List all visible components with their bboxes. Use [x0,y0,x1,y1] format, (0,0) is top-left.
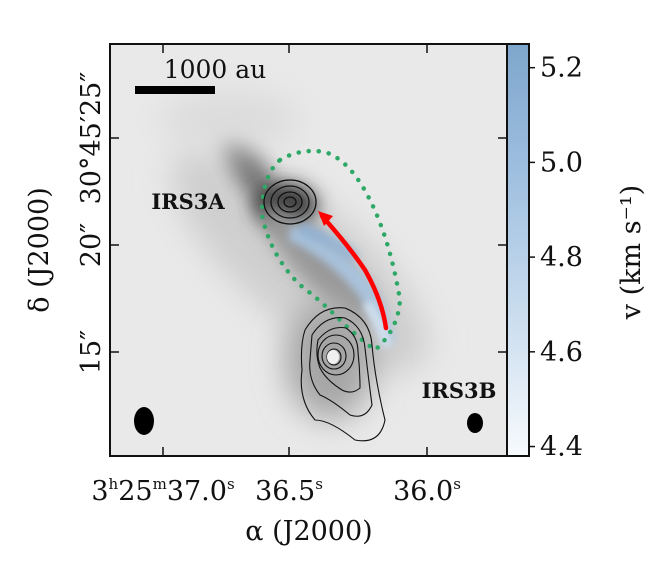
y-tick-label-2: 20″ [76,223,107,267]
colorbar-tick-label-1: 4.6 [540,337,583,368]
scale-bar [135,86,215,94]
velocity-streamer-high [300,222,360,262]
x-tick-label-3: 36.0s [393,475,461,507]
y-tick-label-1: 30°45′25″ [76,72,107,205]
colorbar-tick-label-0: 4.4 [540,432,583,463]
scalebar-label: 1000 au [164,55,267,84]
irs3a-contours [263,179,317,225]
colorbar-ticks: 4.4 4.6 4.8 5.0 5.2 [529,53,583,463]
colorbar-title: v (km s⁻¹) [616,185,647,320]
label-irs3b: IRS3B [422,378,497,403]
colorbar-tick-label-3: 5.0 [540,147,583,178]
irs3b-core [327,350,339,364]
colorbar-tick-label-4: 5.2 [540,53,583,84]
faint-emission [160,90,300,150]
x-axis-title: α (J2000) [245,516,372,547]
colorbar-tick-label-2: 4.8 [540,242,583,273]
y-axis-title: δ (J2000) [24,187,55,312]
x-tick-label-2: 36.5s [255,475,323,507]
x-tick-label-1: 3h25m37.0s [91,475,234,507]
label-irs3a: IRS3A [151,189,225,214]
map-image [110,44,507,456]
axis-ticks [110,44,507,456]
colorbar-frame [506,43,530,457]
y-tick-label-3: 15″ [76,330,107,374]
velocity-streamer-map [288,225,395,345]
beam-ellipse-left [134,407,154,435]
streamer-curve [319,213,389,331]
beam-ellipse-right [467,413,483,433]
streamer-arrowhead [318,211,333,226]
velocity-streamer-low [362,300,392,348]
colorbar [507,44,529,456]
